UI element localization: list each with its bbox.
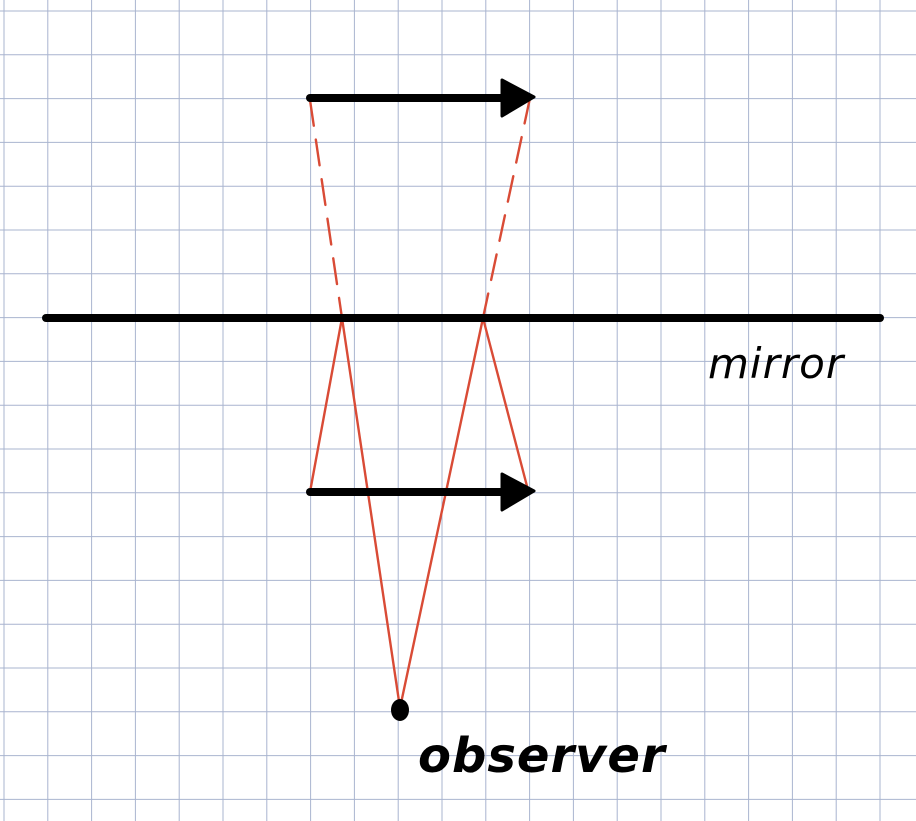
ray-mirror-right-to-observer [398,316,485,710]
mirror-label: mirror [708,339,846,388]
observer-label: observer [418,728,668,784]
ray-mirror-right-to-image [481,316,530,492]
observer-dot [391,699,409,721]
ray-object-left-to-mirror [308,98,344,320]
ray-object-right-to-mirror [481,96,532,320]
image-arrowhead [500,472,536,512]
object-arrowhead [500,78,536,118]
ray-mirror-left-to-image [308,316,344,494]
ray-mirror-left-to-observer [340,316,402,710]
